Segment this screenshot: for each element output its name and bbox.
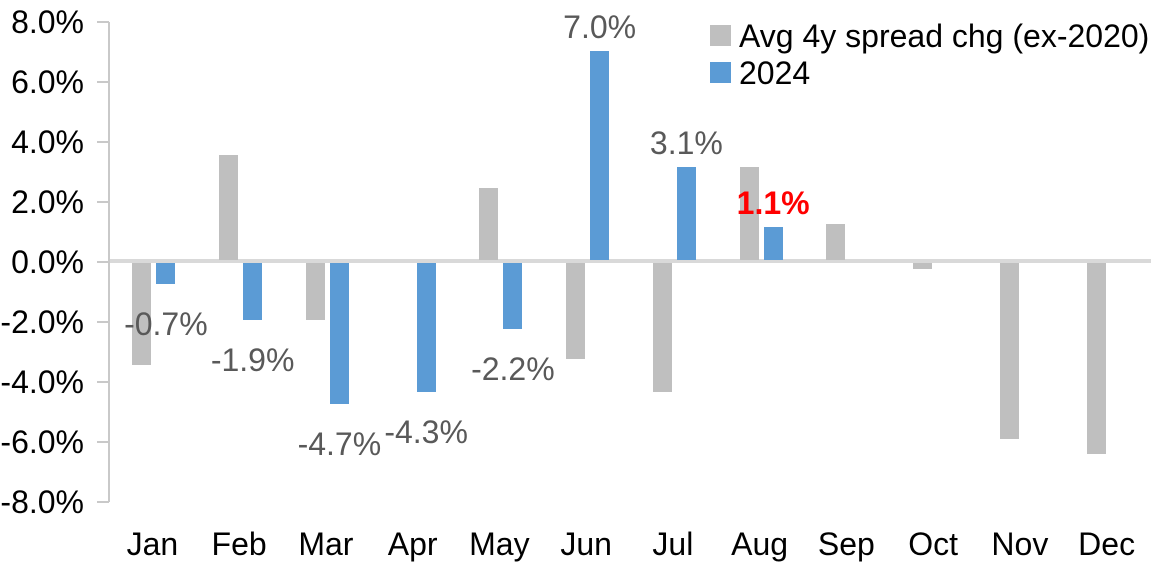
legend-label-avg-4y-spread: Avg 4y spread chg (ex-2020) [739, 17, 1150, 54]
y-axis-tick [97, 381, 109, 383]
y-axis-tick [97, 501, 109, 503]
y-axis-tick-label: 8.0% [11, 4, 84, 40]
bar-avg-may [479, 188, 499, 260]
y-axis-tick [97, 261, 109, 263]
y-axis-tick [97, 141, 109, 143]
legend-swatch-avg-4y-spread [710, 25, 731, 46]
data-label-jun: 7.0% [563, 8, 637, 45]
bar-avg-mar [305, 263, 325, 320]
x-axis-label-jun: Jun [560, 526, 612, 562]
y-axis-tick [97, 321, 109, 323]
bar-avg-jul [652, 263, 672, 392]
bar-2024-jun [590, 50, 610, 260]
y-axis-tick-label: -8.0% [0, 484, 84, 520]
y-axis-tick [97, 441, 109, 443]
x-axis-label-jan: Jan [126, 526, 179, 562]
y-axis-tick-label: -6.0% [0, 424, 84, 460]
data-label-feb: -1.9% [210, 341, 295, 378]
data-label-aug: 1.1% [736, 185, 810, 222]
data-label-apr: -4.3% [384, 413, 468, 450]
bar-2024-may [503, 263, 523, 329]
legend: Avg 4y spread chg (ex-2020) 2024 [710, 17, 1149, 91]
legend-label-2024: 2024 [739, 54, 811, 91]
bar-2024-jan [156, 263, 176, 284]
y-axis-tick-label: 2.0% [11, 184, 84, 220]
bar-avg-sep [826, 224, 846, 260]
x-axis-label-feb: Feb [211, 526, 267, 562]
y-axis-tick-label: -4.0% [0, 364, 84, 400]
zero-baseline [109, 259, 1151, 263]
data-label-jul: 3.1% [649, 125, 723, 162]
bar-2024-feb [243, 263, 263, 320]
bar-avg-aug [739, 167, 759, 260]
y-axis-tick [97, 21, 109, 23]
x-axis-label-nov: Nov [991, 526, 1049, 562]
legend-item-2024: 2024 [710, 54, 1149, 91]
legend-swatch-2024 [710, 62, 731, 83]
y-axis-tick-label: -2.0% [0, 304, 84, 340]
y-axis-tick-label: 4.0% [11, 124, 84, 160]
x-axis-label-sep: Sep [817, 526, 875, 562]
x-axis-label-oct: Oct [908, 526, 959, 562]
x-axis-label-dec: Dec [1078, 526, 1136, 562]
y-axis-tick-label: 0.0% [11, 244, 84, 280]
bar-avg-nov [999, 263, 1019, 440]
bar-avg-dec [1086, 263, 1106, 455]
x-axis-label-jul: Jul [652, 526, 694, 562]
bar-2024-aug [763, 227, 783, 260]
bar-2024-jul [676, 167, 696, 260]
bar-2024-mar [329, 263, 349, 404]
data-label-jan: -0.7% [124, 305, 208, 342]
legend-item-avg-4y-spread: Avg 4y spread chg (ex-2020) [710, 17, 1149, 54]
bar-avg-jan [132, 263, 152, 365]
y-axis-tick [97, 201, 109, 203]
x-axis-label-apr: Apr [387, 526, 438, 562]
data-label-may: -2.2% [471, 350, 555, 387]
bar-avg-jun [566, 263, 586, 359]
bar-avg-feb [219, 155, 239, 260]
x-axis-label-may: May [469, 526, 530, 562]
bar-2024-apr [416, 263, 436, 392]
x-axis-label-mar: Mar [298, 526, 354, 562]
y-axis-tick-label: 6.0% [11, 64, 84, 100]
x-axis-label-aug: Aug [731, 526, 789, 562]
y-axis-tick [97, 81, 109, 83]
y-axis-line [108, 22, 110, 502]
data-label-mar: -4.7% [297, 425, 382, 462]
bar-avg-oct [913, 263, 933, 269]
